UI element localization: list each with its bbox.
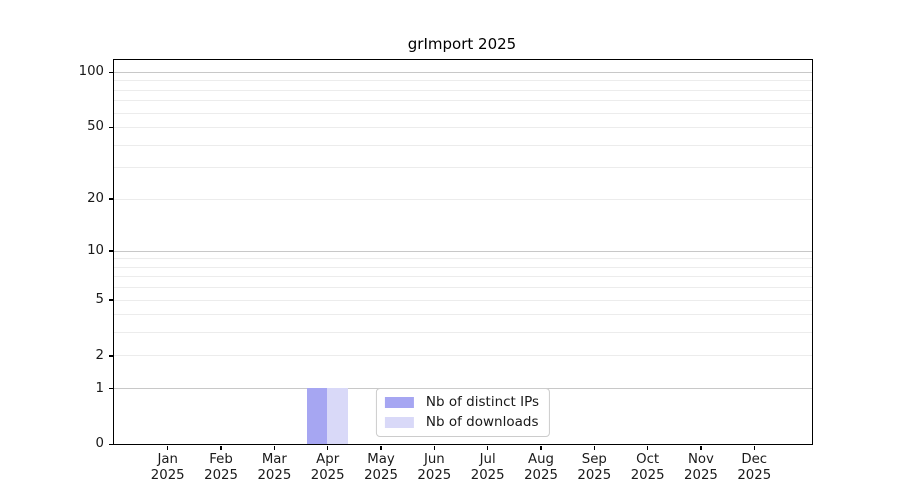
legend-swatch (384, 417, 414, 428)
x-tick (540, 445, 542, 451)
gridline-minor (114, 112, 812, 114)
legend-item: Nb of distinct IPs (384, 394, 540, 410)
x-tick-label: Apr 2025 (310, 451, 345, 484)
gridline-minor (114, 314, 812, 316)
x-tick (273, 445, 276, 451)
legend-item: Nb of downloads (384, 414, 539, 430)
x-tick-label: Jun 2025 (417, 451, 452, 484)
gridline-minor (114, 266, 812, 268)
y-tick-label: 10 (87, 243, 104, 259)
bar-downloads (327, 388, 348, 444)
gridline-minor (114, 198, 812, 200)
x-tick (486, 445, 489, 451)
plot-area: Nb of distinct IPs Nb of downloads (113, 59, 813, 445)
x-tick (753, 445, 755, 451)
gridline-minor (114, 100, 812, 102)
y-tick-label: 5 (95, 291, 104, 307)
x-tick (646, 445, 649, 451)
x-tick (593, 445, 595, 451)
gridline-minor (114, 80, 812, 82)
bar-distinct-ips (306, 388, 328, 444)
chart-title: grImport 2025 (407, 35, 517, 53)
x-tick-label: May 2025 (364, 451, 398, 484)
gridline-major (114, 71, 812, 73)
gridline-minor (114, 299, 812, 301)
y-tick-label: 20 (87, 190, 104, 206)
y-tick (108, 387, 113, 390)
y-tick-label: 0 (95, 436, 104, 452)
gridline-minor (114, 126, 812, 128)
legend: Nb of distinct IPs Nb of downloads (375, 388, 551, 437)
y-tick-label: 2 (95, 347, 104, 363)
x-tick-label: Jan 2025 (150, 451, 185, 484)
gridline-minor (114, 332, 812, 334)
legend-label: Nb of downloads (425, 414, 539, 430)
x-tick-label: Dec 2025 (737, 451, 772, 484)
y-tick (108, 198, 113, 200)
x-tick (167, 445, 169, 451)
x-tick-label: Mar 2025 (257, 451, 292, 484)
x-tick-label: Sep 2025 (577, 451, 612, 484)
x-tick-label: Oct 2025 (630, 451, 665, 484)
y-tick (108, 299, 113, 301)
y-tick-label: 50 (87, 119, 104, 135)
legend-label: Nb of distinct IPs (425, 394, 540, 410)
gridline-major (114, 250, 812, 252)
gridline-minor (114, 89, 812, 91)
y-tick (108, 71, 113, 73)
x-tick (326, 445, 329, 451)
y-tick (108, 443, 113, 446)
gridline-minor (114, 167, 812, 169)
x-tick (433, 445, 436, 451)
legend-swatch (384, 397, 414, 408)
x-tick-label: Nov 2025 (684, 451, 718, 484)
x-tick-label: Feb 2025 (204, 451, 238, 484)
x-tick (220, 445, 222, 451)
x-tick-label: Aug 2025 (524, 451, 558, 484)
y-tick (108, 355, 113, 357)
gridline-minor (114, 258, 812, 260)
gridline-minor (114, 355, 812, 357)
y-tick-label: 100 (78, 64, 104, 80)
gridline-minor (114, 287, 812, 289)
x-tick (700, 445, 702, 451)
x-tick (380, 445, 382, 451)
gridline-minor (114, 276, 812, 278)
y-tick-label: 1 (95, 380, 104, 396)
x-tick-label: Jul 2025 (470, 451, 505, 484)
gridline-minor (114, 144, 812, 146)
y-tick (108, 250, 113, 252)
y-tick (108, 126, 113, 129)
